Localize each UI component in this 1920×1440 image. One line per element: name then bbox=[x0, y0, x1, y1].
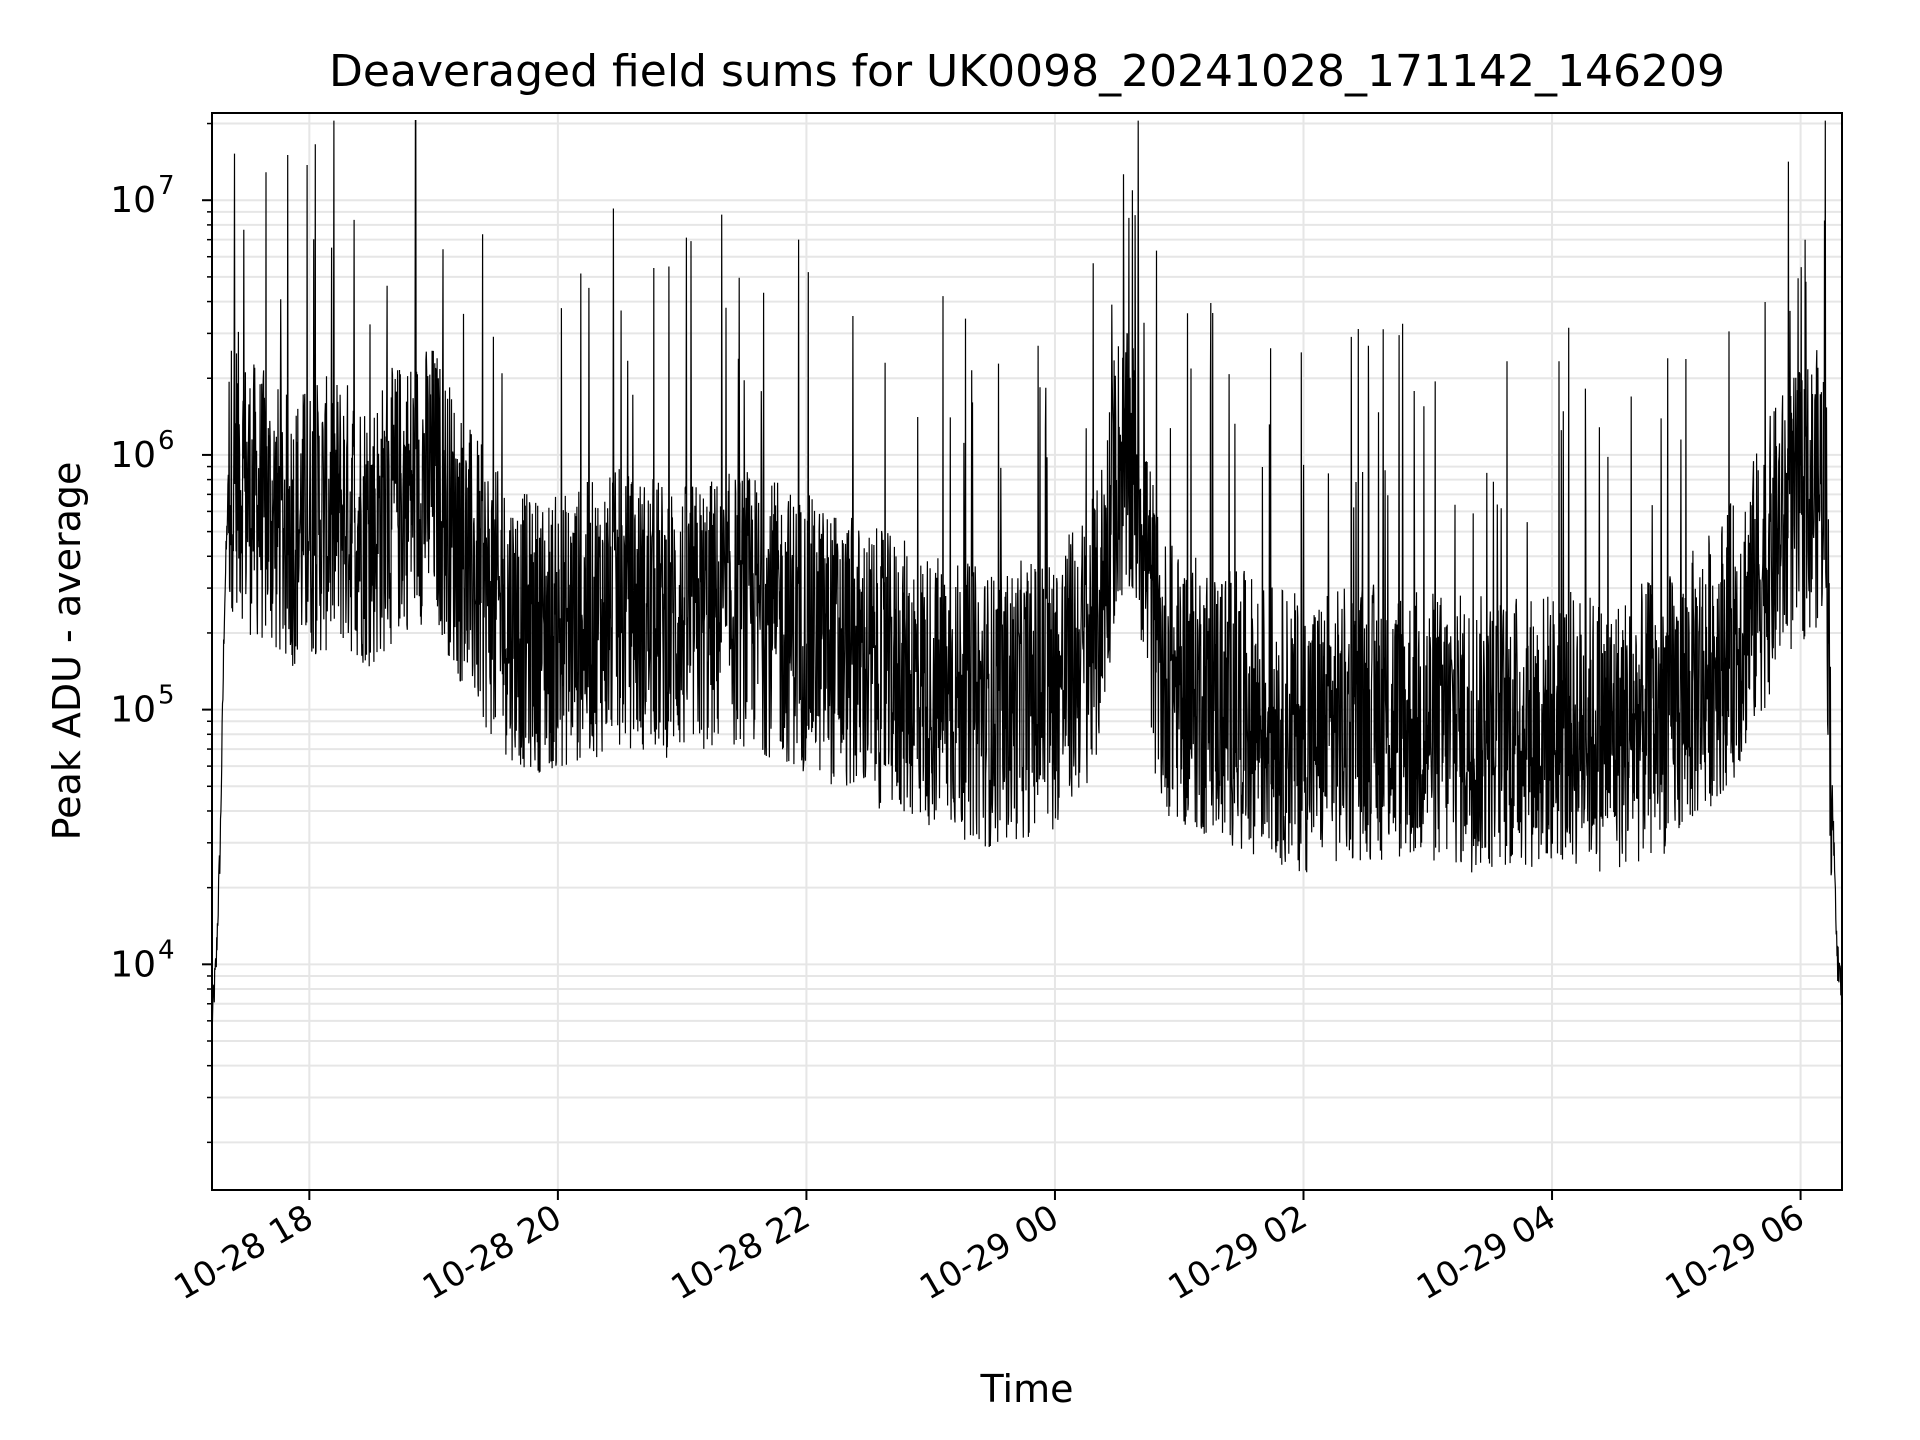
y-tick-exponent: 5 bbox=[158, 681, 175, 711]
y-tick-exponent: 7 bbox=[158, 171, 175, 201]
x-axis-label: Time bbox=[980, 1367, 1074, 1411]
grid-layer bbox=[212, 113, 1842, 1190]
series-line bbox=[211, 120, 1843, 1024]
y-axis-label: Peak ADU - average bbox=[45, 462, 89, 841]
y-tick-label: 10 bbox=[110, 180, 156, 221]
plot-frame bbox=[211, 112, 1843, 1191]
series-layer bbox=[211, 120, 1843, 1024]
y-tick-exponent: 6 bbox=[158, 426, 175, 456]
y-tick-label: 10 bbox=[110, 435, 156, 476]
chart-title: Deaveraged field sums for UK0098_2024102… bbox=[329, 46, 1725, 97]
y-tick-label: 10 bbox=[110, 690, 156, 731]
y-tick-label: 10 bbox=[110, 944, 156, 985]
y-tick-exponent: 4 bbox=[158, 935, 175, 965]
